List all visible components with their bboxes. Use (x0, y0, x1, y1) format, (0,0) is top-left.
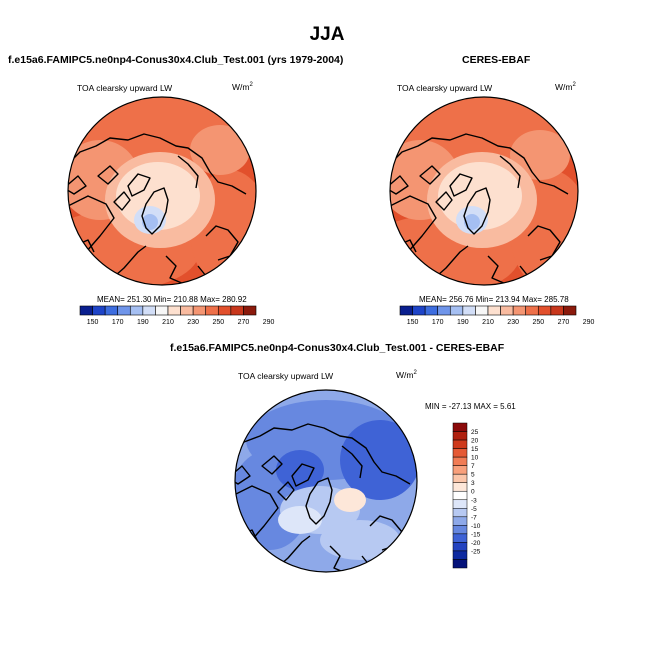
colorbar-tick-label: 3 (471, 480, 475, 487)
colorbar-swatch (129, 305, 144, 316)
colorbar-swatch (452, 465, 468, 475)
main-title: JJA (309, 24, 345, 45)
colorbar-swatch (512, 305, 527, 316)
colorbar-tick-label: 150 (87, 319, 99, 326)
colorbar-swatch (452, 516, 468, 526)
panel2-stats: MEAN= 256.76 Min= 213.94 Max= 285.78 (419, 295, 569, 304)
colorbar-tick-label: 150 (407, 319, 419, 326)
colorbar-swatch (180, 305, 194, 316)
colorbar-tick-label: -7 (471, 514, 477, 521)
colorbar-tick-label: -5 (471, 506, 477, 513)
colorbar-swatch (142, 305, 156, 316)
colorbar-tick-label: 190 (137, 319, 149, 326)
panel2-units: W/m2 (555, 82, 576, 92)
colorbar-tick-label: -3 (471, 497, 477, 504)
panel1-stats: MEAN= 251.30 Min= 210.88 Max= 280.92 (97, 295, 247, 304)
panel2-subtitle: TOA clearsky upward LW (397, 83, 493, 93)
colorbar-swatch (412, 305, 426, 316)
panel2-title: CERES-EBAF (462, 54, 531, 66)
colorbar-tick-label: 20 (471, 438, 479, 445)
colorbar-swatch (452, 508, 468, 518)
colorbar-swatch (452, 473, 468, 483)
colorbar-swatch (452, 482, 468, 492)
colorbar-swatch (452, 559, 468, 569)
colorbar-swatch (104, 305, 119, 316)
colorbar-tick-label: 230 (507, 319, 519, 326)
colorbar-swatch (525, 305, 539, 316)
colorbar-tick-label: 10 (471, 455, 479, 462)
colorbar-swatch (452, 439, 468, 449)
colorbar-tick-label: 0 (471, 489, 475, 496)
map-ceres (389, 96, 579, 286)
colorbar-swatch (230, 305, 244, 316)
colorbar-swatch (550, 305, 564, 316)
colorbar-swatch (243, 305, 257, 316)
colorbar-tick-label: 250 (532, 319, 544, 326)
panel1-units: W/m2 (232, 82, 253, 92)
colorbar-swatch (117, 305, 131, 316)
colorbar-tick-label: -20 (471, 540, 481, 547)
panel3-stats: MIN = -27.13 MAX = 5.61 (425, 402, 516, 411)
colorbar-tick-label: -10 (471, 523, 481, 530)
colorbar-tick-label: 290 (263, 319, 275, 326)
colorbar-swatch (452, 542, 468, 552)
colorbar-tick-label: 250 (212, 319, 224, 326)
colorbar-tick-label: 170 (112, 319, 124, 326)
colorbar-swatch (500, 305, 514, 316)
colorbar-swatch (192, 305, 207, 316)
colorbar-swatch (537, 305, 552, 316)
colorbar-swatch (452, 431, 468, 441)
colorbar-swatch (452, 456, 468, 466)
colorbar-model: 150 170 190 210 230 250 270 290 (79, 305, 275, 326)
colorbar-tick-label: 270 (238, 319, 250, 326)
map-difference (234, 389, 418, 573)
colorbar-swatch (452, 422, 468, 432)
colorbar-swatch (462, 305, 476, 316)
colorbar-swatch (452, 448, 468, 458)
colorbar-tick-label: 290 (583, 319, 595, 326)
colorbar-swatch (155, 305, 169, 316)
colorbar-swatch (92, 305, 106, 316)
colorbar-tick-label: 5 (471, 472, 475, 479)
colorbar-tick-label: 7 (471, 463, 475, 470)
map-model (67, 96, 257, 286)
panel1-title: f.e15a6.FAMIPC5.ne0np4-Conus30x4.Club_Te… (8, 54, 344, 66)
colorbar-tick-label: -15 (471, 531, 481, 538)
colorbar-swatch (452, 525, 468, 535)
colorbar-tick-label: -25 (471, 548, 481, 555)
colorbar-swatch (205, 305, 219, 316)
colorbar-tick-label: 15 (471, 446, 479, 453)
colorbar-swatch (487, 305, 501, 316)
colorbar-swatch (437, 305, 451, 316)
colorbar-swatch (475, 305, 489, 316)
colorbar-swatch (167, 305, 181, 316)
colorbar-swatch (424, 305, 439, 316)
colorbar-swatch (399, 305, 413, 316)
panel1-subtitle: TOA clearsky upward LW (77, 83, 173, 93)
colorbar-tick-label: 190 (457, 319, 469, 326)
colorbar-tick-label: 25 (471, 429, 479, 436)
colorbar-tick-label: 210 (482, 319, 494, 326)
panel3-subtitle: TOA clearsky upward LW (238, 371, 334, 381)
colorbar-swatch (217, 305, 232, 316)
colorbar-swatch (79, 305, 93, 316)
colorbar-swatch (452, 499, 468, 509)
panel3-units: W/m2 (396, 370, 417, 380)
colorbar-tick-label: 170 (432, 319, 444, 326)
colorbar-tick-label: 210 (162, 319, 174, 326)
colorbar-swatch (452, 533, 468, 543)
colorbar-swatch (563, 305, 577, 316)
colorbar-swatch (452, 550, 468, 560)
panel3-title: f.e15a6.FAMIPC5.ne0np4-Conus30x4.Club_Te… (170, 342, 505, 354)
colorbar-tick-label: 230 (187, 319, 199, 326)
colorbar-tick-label: 270 (558, 319, 570, 326)
colorbar-swatch (452, 490, 468, 501)
colorbar-swatch (449, 305, 464, 316)
colorbar-ceres: 150 170 190 210 230 250 270 290 (399, 305, 595, 326)
